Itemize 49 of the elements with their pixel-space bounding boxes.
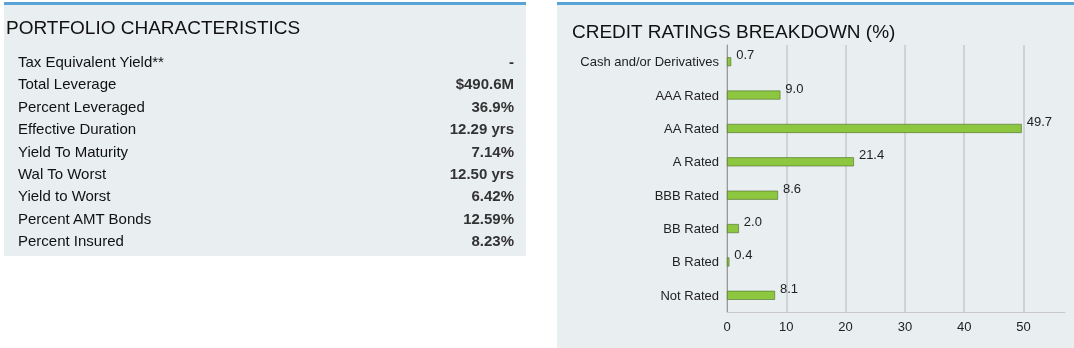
category-label: Yield To Maturity <box>18 141 129 162</box>
text: 12.50 yrs <box>449 164 514 182</box>
bar <box>727 157 854 167</box>
category-label: Percent AMT Bonds <box>18 208 152 229</box>
data-label: 8.6 <box>783 180 802 196</box>
x-tick-label: 0 <box>723 319 731 334</box>
text: $490.6M <box>455 75 514 93</box>
text: 12.29 yrs <box>449 120 514 138</box>
category-label: Wal To Worst <box>18 163 107 184</box>
category-label: Percent Leveraged <box>18 96 145 117</box>
text: - <box>509 53 514 70</box>
y-tick-label: AAA Rated <box>655 87 719 103</box>
category-label: Percent Insured <box>18 231 124 252</box>
chart-title: CREDIT RATINGS BREAKDOWN (%) <box>572 21 896 42</box>
x-tick-label: 20 <box>838 319 853 334</box>
y-tick-label: Cash and/or Derivatives <box>580 54 720 70</box>
data-label: 49.7 <box>1026 113 1053 129</box>
text: 7.14% <box>471 142 514 160</box>
category-label: Yield to Worst <box>18 186 111 207</box>
y-tick-label: A Rated <box>672 154 719 170</box>
y-tick-label: BBB Rated <box>654 187 719 203</box>
category-label: Total Leverage <box>18 74 117 95</box>
bar <box>727 224 739 234</box>
text: PORTFOLIO CHARACTERISTICS <box>5 16 302 39</box>
data-label: 8.1 <box>780 280 799 296</box>
text: 36.9% <box>471 97 514 115</box>
x-tick-label: 30 <box>897 319 913 334</box>
category-label: Effective Duration <box>18 119 137 140</box>
text: 12.59% <box>463 209 514 227</box>
x-tick-label: 10 <box>779 319 794 334</box>
bar <box>727 123 1022 133</box>
x-tick-label: 40 <box>956 319 972 334</box>
data-label: 0.7 <box>736 47 755 63</box>
bar <box>727 190 778 200</box>
category-label: Tax Equivalent Yield** <box>18 52 164 72</box>
bar <box>727 57 732 67</box>
text: 6.42% <box>471 187 514 205</box>
data-label: 9.0 <box>785 80 804 96</box>
data-label: 2.0 <box>743 214 762 230</box>
data-label: 0.4 <box>734 247 753 263</box>
x-tick-label: 50 <box>1016 319 1031 334</box>
bar <box>727 90 781 100</box>
text: 8.23% <box>471 232 514 250</box>
y-tick-label: Not Rated <box>660 287 719 303</box>
y-tick-label: AA Rated <box>664 120 719 136</box>
bar <box>727 290 776 300</box>
y-tick-label: BB Rated <box>663 221 719 237</box>
data-label: 21.4 <box>858 147 885 163</box>
y-tick-label: B Rated <box>672 254 719 270</box>
